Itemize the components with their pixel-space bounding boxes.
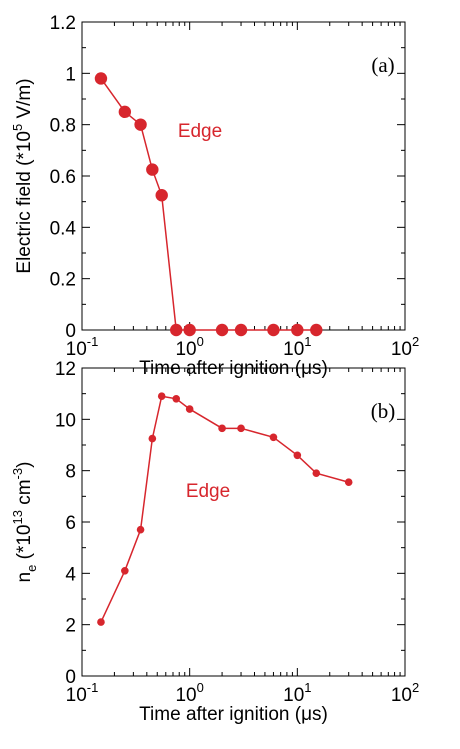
x-tick-label: 101 xyxy=(283,334,311,360)
x-tick-label-base: 10 xyxy=(175,339,196,360)
y-axis-title: ne (*1013 cm-3) xyxy=(10,462,39,583)
x-tick-label-base: 10 xyxy=(283,685,304,706)
data-point xyxy=(172,395,181,403)
x-tick-label-base: 10 xyxy=(175,685,196,706)
x-tick-label: 102 xyxy=(391,334,419,360)
x-tick-label-base: 10 xyxy=(283,339,304,360)
series-line-edge xyxy=(100,78,317,331)
panel-label: (b) xyxy=(371,399,396,423)
x-tick-label: 10-1 xyxy=(66,680,99,706)
data-point xyxy=(218,424,226,433)
y-axis-title-sup: 13 xyxy=(10,510,25,524)
x-tick-label-base: 10 xyxy=(66,685,87,706)
x-tick-label-base: 10 xyxy=(391,339,412,360)
y-tick-label: 0.2 xyxy=(50,270,76,291)
x-tick-label-base: 10 xyxy=(391,685,412,706)
y-axis-title-sub: e xyxy=(24,565,39,572)
data-point xyxy=(293,451,302,460)
y-tick-label: 0.4 xyxy=(50,218,77,239)
y-axis-title-main: Electric field (*10 xyxy=(14,131,35,274)
data-point xyxy=(312,469,321,478)
x-tick-label: 102 xyxy=(391,680,419,706)
y-tick-label: 10 xyxy=(55,410,76,431)
y-tick-label: 1 xyxy=(65,64,76,85)
data-point xyxy=(155,189,168,202)
y-tick-label: 4 xyxy=(65,564,76,585)
x-tick-label-exp: 0 xyxy=(197,680,204,695)
data-point xyxy=(267,323,280,337)
x-tick-label-exp: 1 xyxy=(304,680,311,695)
data-point xyxy=(344,478,353,487)
y-axis-title-tail: V/m) xyxy=(14,78,35,123)
series-label-edge: Edge xyxy=(178,121,222,142)
data-point xyxy=(157,392,166,401)
data-point xyxy=(134,118,147,131)
x-tick-label-base: 10 xyxy=(66,339,87,360)
panel-label: (a) xyxy=(371,53,394,77)
data-point xyxy=(121,566,129,575)
series-label-edge: Edge xyxy=(186,481,230,502)
data-point xyxy=(136,525,145,534)
y-tick-label: 8 xyxy=(65,462,76,483)
x-tick-label: 100 xyxy=(175,680,203,706)
y-tick-label: 6 xyxy=(65,513,76,534)
data-point xyxy=(215,323,229,337)
plot-frame xyxy=(81,21,406,331)
data-point xyxy=(234,323,248,337)
data-point xyxy=(146,163,159,176)
y-axis-title: Electric field (*105 V/m) xyxy=(10,78,35,273)
y-axis-title-mid2: cm xyxy=(14,479,35,510)
data-point xyxy=(291,323,304,337)
y-tick-label: 0 xyxy=(65,321,76,342)
x-tick-label-exp: 2 xyxy=(412,680,419,695)
data-point xyxy=(148,434,157,443)
y-axis-title-mid: (*10 xyxy=(14,525,35,565)
x-tick-label: 100 xyxy=(175,334,203,360)
y-tick-label: 12 xyxy=(55,359,76,380)
data-point xyxy=(118,105,132,119)
x-tick-label-exp: 2 xyxy=(412,334,419,349)
data-point xyxy=(94,72,108,85)
y-axis-title-sup: 5 xyxy=(10,124,25,131)
data-point xyxy=(185,405,194,413)
y-tick-label: 0.8 xyxy=(50,116,76,137)
y-tick-label: 2 xyxy=(65,616,76,637)
x-tick-label-exp: 1 xyxy=(304,334,311,349)
y-tick-label: 1.2 xyxy=(50,13,76,34)
x-tick-label-exp: -1 xyxy=(87,680,99,695)
x-tick-label: 101 xyxy=(283,680,311,706)
plot-frame xyxy=(81,367,406,677)
x-axis-title: Time after ignition (μs) xyxy=(139,704,328,725)
x-tick-label: 10-1 xyxy=(66,334,99,360)
data-point xyxy=(237,424,245,433)
y-axis-title-tail: ) xyxy=(14,462,35,468)
data-point xyxy=(269,433,278,442)
data-point xyxy=(97,618,105,626)
x-tick-label-exp: 0 xyxy=(197,334,204,349)
data-point xyxy=(183,323,196,337)
y-tick-label: 0 xyxy=(65,667,76,688)
y-axis-title-sup2: -3 xyxy=(10,468,25,480)
x-tick-label-exp: -1 xyxy=(87,334,99,349)
y-axis-title-main: n xyxy=(14,572,35,583)
data-point xyxy=(310,323,323,337)
data-point xyxy=(170,323,183,337)
y-tick-label: 0.6 xyxy=(50,167,76,188)
